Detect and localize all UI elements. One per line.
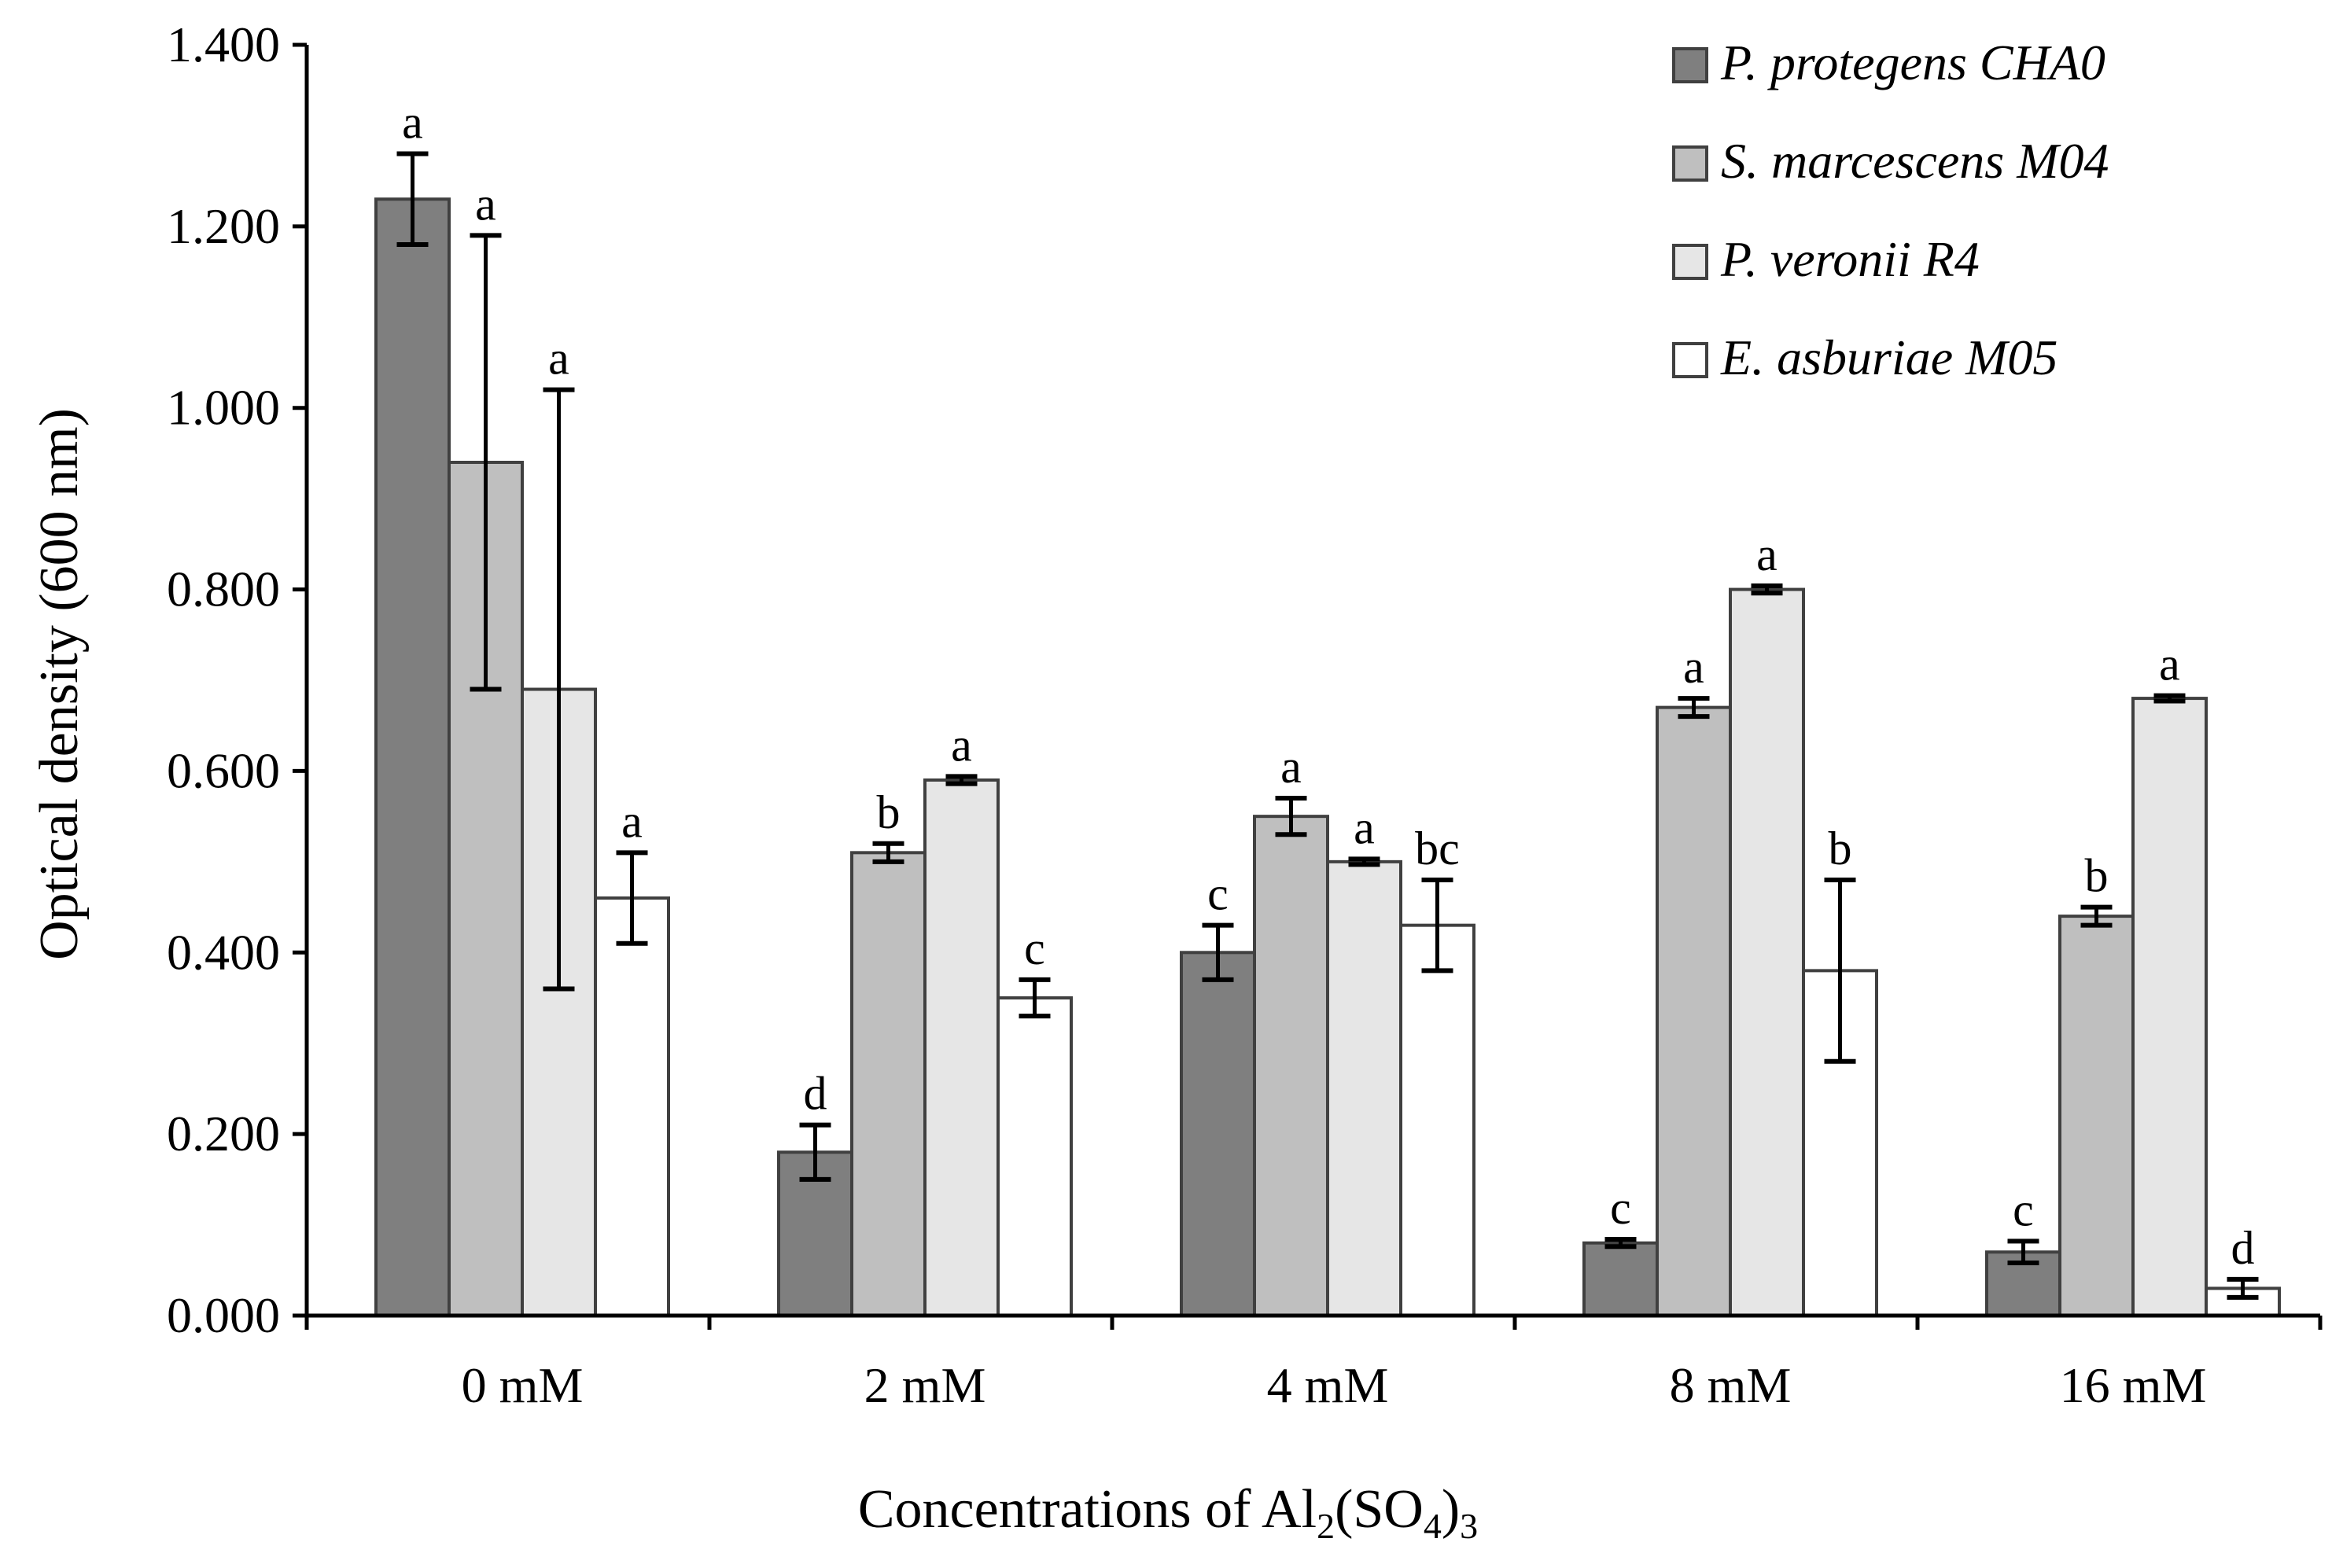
- bar: [997, 996, 1073, 1317]
- significance-letter: a: [1280, 741, 1302, 793]
- bar: [923, 778, 1000, 1317]
- bar: [2058, 915, 2135, 1317]
- bar: [1180, 951, 1256, 1318]
- error-bars-layer: [396, 151, 2259, 1300]
- bar: [594, 896, 670, 1317]
- x-tick-label: 4 mM: [1267, 1357, 1389, 1413]
- significance-letter: c: [1207, 868, 1229, 920]
- bar: [1656, 705, 1732, 1317]
- significance-letter: b: [1829, 823, 1852, 874]
- y-tick-label: 0.400: [167, 924, 280, 980]
- legend-swatch: [1672, 145, 1708, 182]
- significance-letter: a: [1354, 801, 1375, 853]
- legend-swatch: [1672, 342, 1708, 378]
- legend-label: P. veronii R4: [1720, 231, 1980, 287]
- bar: [850, 851, 927, 1318]
- y-tick-label: 0.200: [167, 1106, 280, 1161]
- y-axis-title: Optical density (600 nm): [29, 408, 90, 960]
- y-tick-label: 0.600: [167, 742, 280, 798]
- significance-letter: bc: [1415, 823, 1460, 874]
- bar: [1729, 587, 1805, 1317]
- x-axis-title-middle: (SO: [1335, 1479, 1424, 1540]
- bar: [374, 197, 451, 1318]
- x-tick-label: 0 mM: [462, 1357, 584, 1413]
- x-axis-title-subscript-4: 4: [1424, 1506, 1442, 1546]
- legend: P. protegens CHA0 S. marcescens M04 P. ver…: [1672, 35, 2109, 385]
- significance-letter: d: [2231, 1222, 2255, 1274]
- bar: [1582, 1241, 1659, 1317]
- bar: [1253, 815, 1329, 1317]
- x-axis-title-subscript-2: 2: [1317, 1506, 1335, 1546]
- significance-letter: c: [1610, 1182, 1631, 1234]
- significance-letter: a: [402, 97, 423, 149]
- significance-letter: a: [548, 333, 569, 385]
- bar: [1326, 859, 1402, 1318]
- legend-swatch: [1672, 47, 1708, 83]
- legend-label: P. protegens CHA0: [1720, 35, 2105, 90]
- significance-letter: a: [951, 719, 972, 771]
- significance-letter: a: [475, 178, 496, 230]
- legend-label: E. asburiae M05: [1720, 329, 2057, 385]
- y-tick-label: 1.000: [167, 380, 280, 436]
- axes-layer: 0.000 0.200 0.400 0.600 0.800 1.000 1.200 1.400…: [167, 17, 2323, 1413]
- bar: [1399, 923, 1475, 1317]
- y-tick-label: 1.400: [167, 17, 280, 72]
- x-axis-title-close: ): [1442, 1479, 1460, 1540]
- significance-letter: a: [1683, 641, 1704, 693]
- significance-letter: a: [2159, 639, 2180, 690]
- x-tick-label: 8 mM: [1670, 1357, 1792, 1413]
- bar: [2131, 697, 2208, 1317]
- significance-letter: b: [2085, 850, 2109, 902]
- y-tick-label: 0.800: [167, 561, 280, 617]
- y-tick-label: 1.200: [167, 198, 280, 254]
- x-tick-label: 2 mM: [864, 1357, 986, 1413]
- legend-label: S. marcescens M04: [1721, 133, 2109, 189]
- significance-letter: d: [804, 1068, 827, 1120]
- legend-swatch: [1672, 244, 1708, 280]
- y-tick-label: 0.000: [167, 1287, 280, 1343]
- x-axis-title-subscript-3: 3: [1460, 1506, 1478, 1546]
- x-axis-title: Concentrations of Al2(SO4)3: [858, 1479, 1478, 1546]
- x-tick-label: 16 mM: [2060, 1357, 2207, 1413]
- significance-letter: a: [1756, 528, 1778, 580]
- significance-letter: c: [1024, 922, 1045, 974]
- significance-letter: c: [2013, 1183, 2034, 1235]
- x-axis-title-prefix: Concentrations of Al: [858, 1479, 1317, 1540]
- significance-letter: a: [621, 795, 643, 847]
- significance-letter: b: [877, 786, 901, 838]
